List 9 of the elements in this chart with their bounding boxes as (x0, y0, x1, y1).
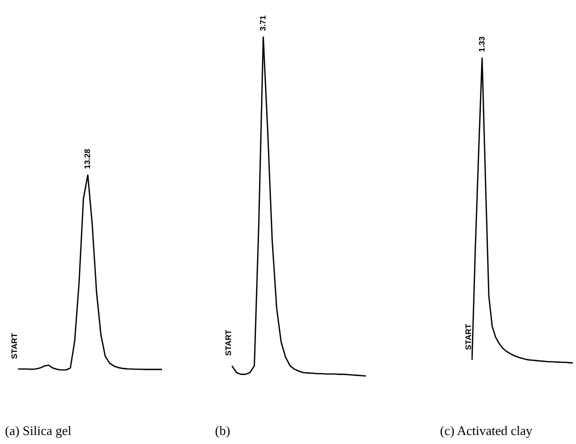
annotation: START (464, 324, 474, 350)
text: (a) Silica gel (5, 423, 72, 439)
annotation: 13.28 (83, 148, 92, 169)
text: (c) Activated clay (440, 423, 532, 439)
text: (b) (215, 423, 230, 439)
annotation: 1.33 (477, 36, 486, 52)
annotation: START (224, 330, 234, 356)
annotation: START (10, 332, 20, 360)
annotation: 3.71 (258, 14, 268, 31)
